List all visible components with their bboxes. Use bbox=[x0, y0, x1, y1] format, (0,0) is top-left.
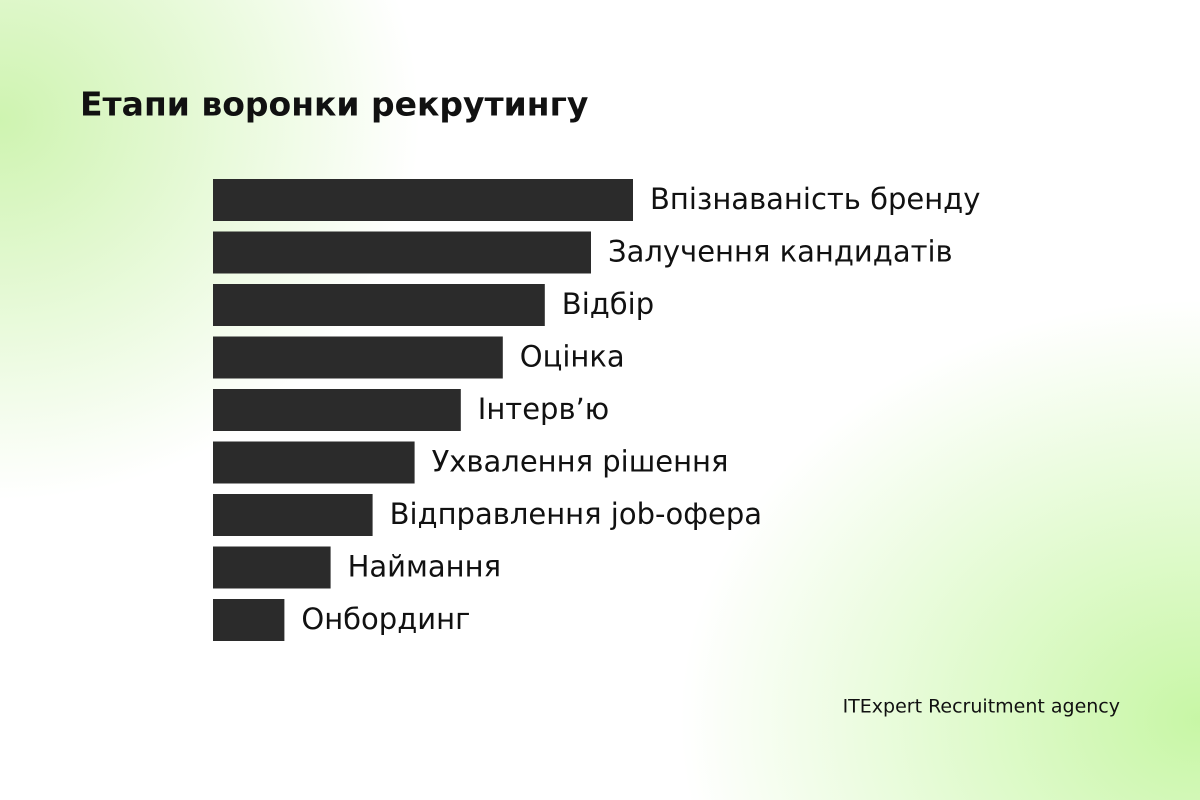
bar-label: Оцінка bbox=[520, 340, 625, 374]
chart-title: Етапи воронки рекрутингу bbox=[80, 85, 588, 124]
bar bbox=[213, 389, 461, 431]
bar-label: Впізнаваність бренду bbox=[650, 182, 980, 216]
bar-label: Ухвалення рішення bbox=[432, 445, 729, 479]
bar-label: Залучення кандидатів bbox=[608, 235, 953, 269]
bar-label: Наймання bbox=[348, 550, 501, 584]
bar-label: Відправлення job-офера bbox=[390, 497, 762, 531]
bar bbox=[213, 179, 633, 221]
bar bbox=[213, 546, 331, 589]
bar bbox=[213, 441, 415, 484]
bar bbox=[213, 336, 503, 379]
bar-label: Відбір bbox=[562, 287, 654, 321]
bar bbox=[213, 231, 591, 274]
bar bbox=[213, 284, 545, 326]
bar-label: Інтерв’ю bbox=[478, 392, 609, 426]
bar bbox=[213, 494, 373, 536]
footer: ITExpert Recruitment agency bbox=[843, 696, 1120, 718]
bar bbox=[213, 599, 285, 641]
bar-label: Онбординг bbox=[301, 602, 470, 636]
